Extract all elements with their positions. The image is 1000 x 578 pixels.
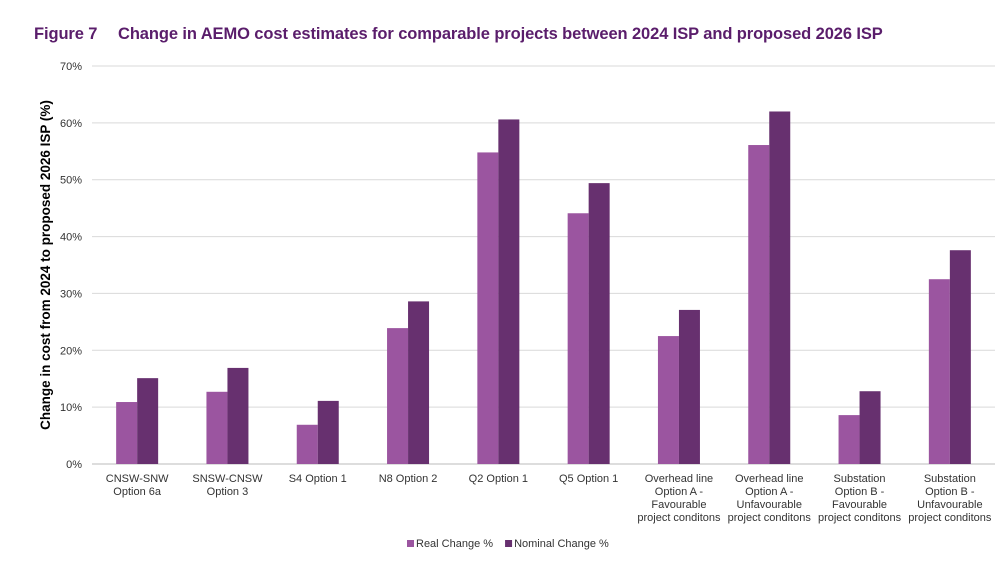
y-tick-label: 10% xyxy=(60,402,82,414)
y-tick-label: 20% xyxy=(60,345,82,357)
figure-number: Figure 7 xyxy=(34,25,98,43)
bar-real xyxy=(567,213,589,464)
bar-real xyxy=(206,391,228,464)
figure-title: Figure 7 Change in AEMO cost estimates fo… xyxy=(34,25,994,44)
x-tick-label: N8 Option 2 xyxy=(379,473,438,485)
y-tick-label: 40% xyxy=(60,232,82,244)
y-tick-label: 70% xyxy=(60,61,82,73)
bar-real xyxy=(116,402,138,464)
bar-nominal xyxy=(227,367,249,464)
bar-real xyxy=(657,336,679,464)
bar-nominal xyxy=(949,250,971,464)
legend-label: Nominal Change % xyxy=(514,538,609,550)
y-tick-label: 30% xyxy=(60,288,82,300)
bar-nominal xyxy=(678,309,700,464)
bar-real xyxy=(928,279,950,464)
bar-nominal xyxy=(317,400,339,464)
y-tick-label: 60% xyxy=(60,118,82,130)
bar-nominal xyxy=(498,119,520,465)
y-axis-label: Change in cost from 2024 to proposed 202… xyxy=(38,100,53,430)
bar-real xyxy=(296,424,318,464)
x-tick-label: Overhead line Option A -Favourable project… xyxy=(637,473,721,524)
x-tick-label: S4 Option 1 xyxy=(289,473,347,485)
bar-nominal xyxy=(769,111,791,464)
bar-real xyxy=(838,415,860,464)
bar-real xyxy=(387,328,409,464)
y-tick-label: 50% xyxy=(60,175,82,187)
x-tick-label: Q5 Option 1 xyxy=(559,473,618,485)
x-tick-label: Q2 Option 1 xyxy=(469,473,528,485)
x-tick-label: Substation Option B -Favourable project co… xyxy=(818,473,902,524)
figure-title-text: Change in AEMO cost estimates for compar… xyxy=(118,25,883,43)
y-tick-label: 0% xyxy=(66,459,82,471)
legend-swatch xyxy=(407,540,414,547)
bar-real xyxy=(477,152,499,464)
bar-real xyxy=(748,145,770,464)
x-tick-label: Overhead line Option A -Unfavourable proje… xyxy=(728,473,812,524)
legend-label: Real Change % xyxy=(416,538,493,550)
bar-nominal xyxy=(859,391,881,464)
x-tick-label: Substation Option B -Unfavourable project … xyxy=(908,473,992,524)
bar-nominal xyxy=(408,301,430,464)
x-tick-label: CNSW-SNW Option 6a xyxy=(106,473,169,498)
bar-nominal xyxy=(588,183,610,464)
x-tick-label: SNSW-CNSW Option 3 xyxy=(192,473,263,498)
legend-swatch xyxy=(505,540,513,547)
bar-nominal xyxy=(137,378,159,464)
